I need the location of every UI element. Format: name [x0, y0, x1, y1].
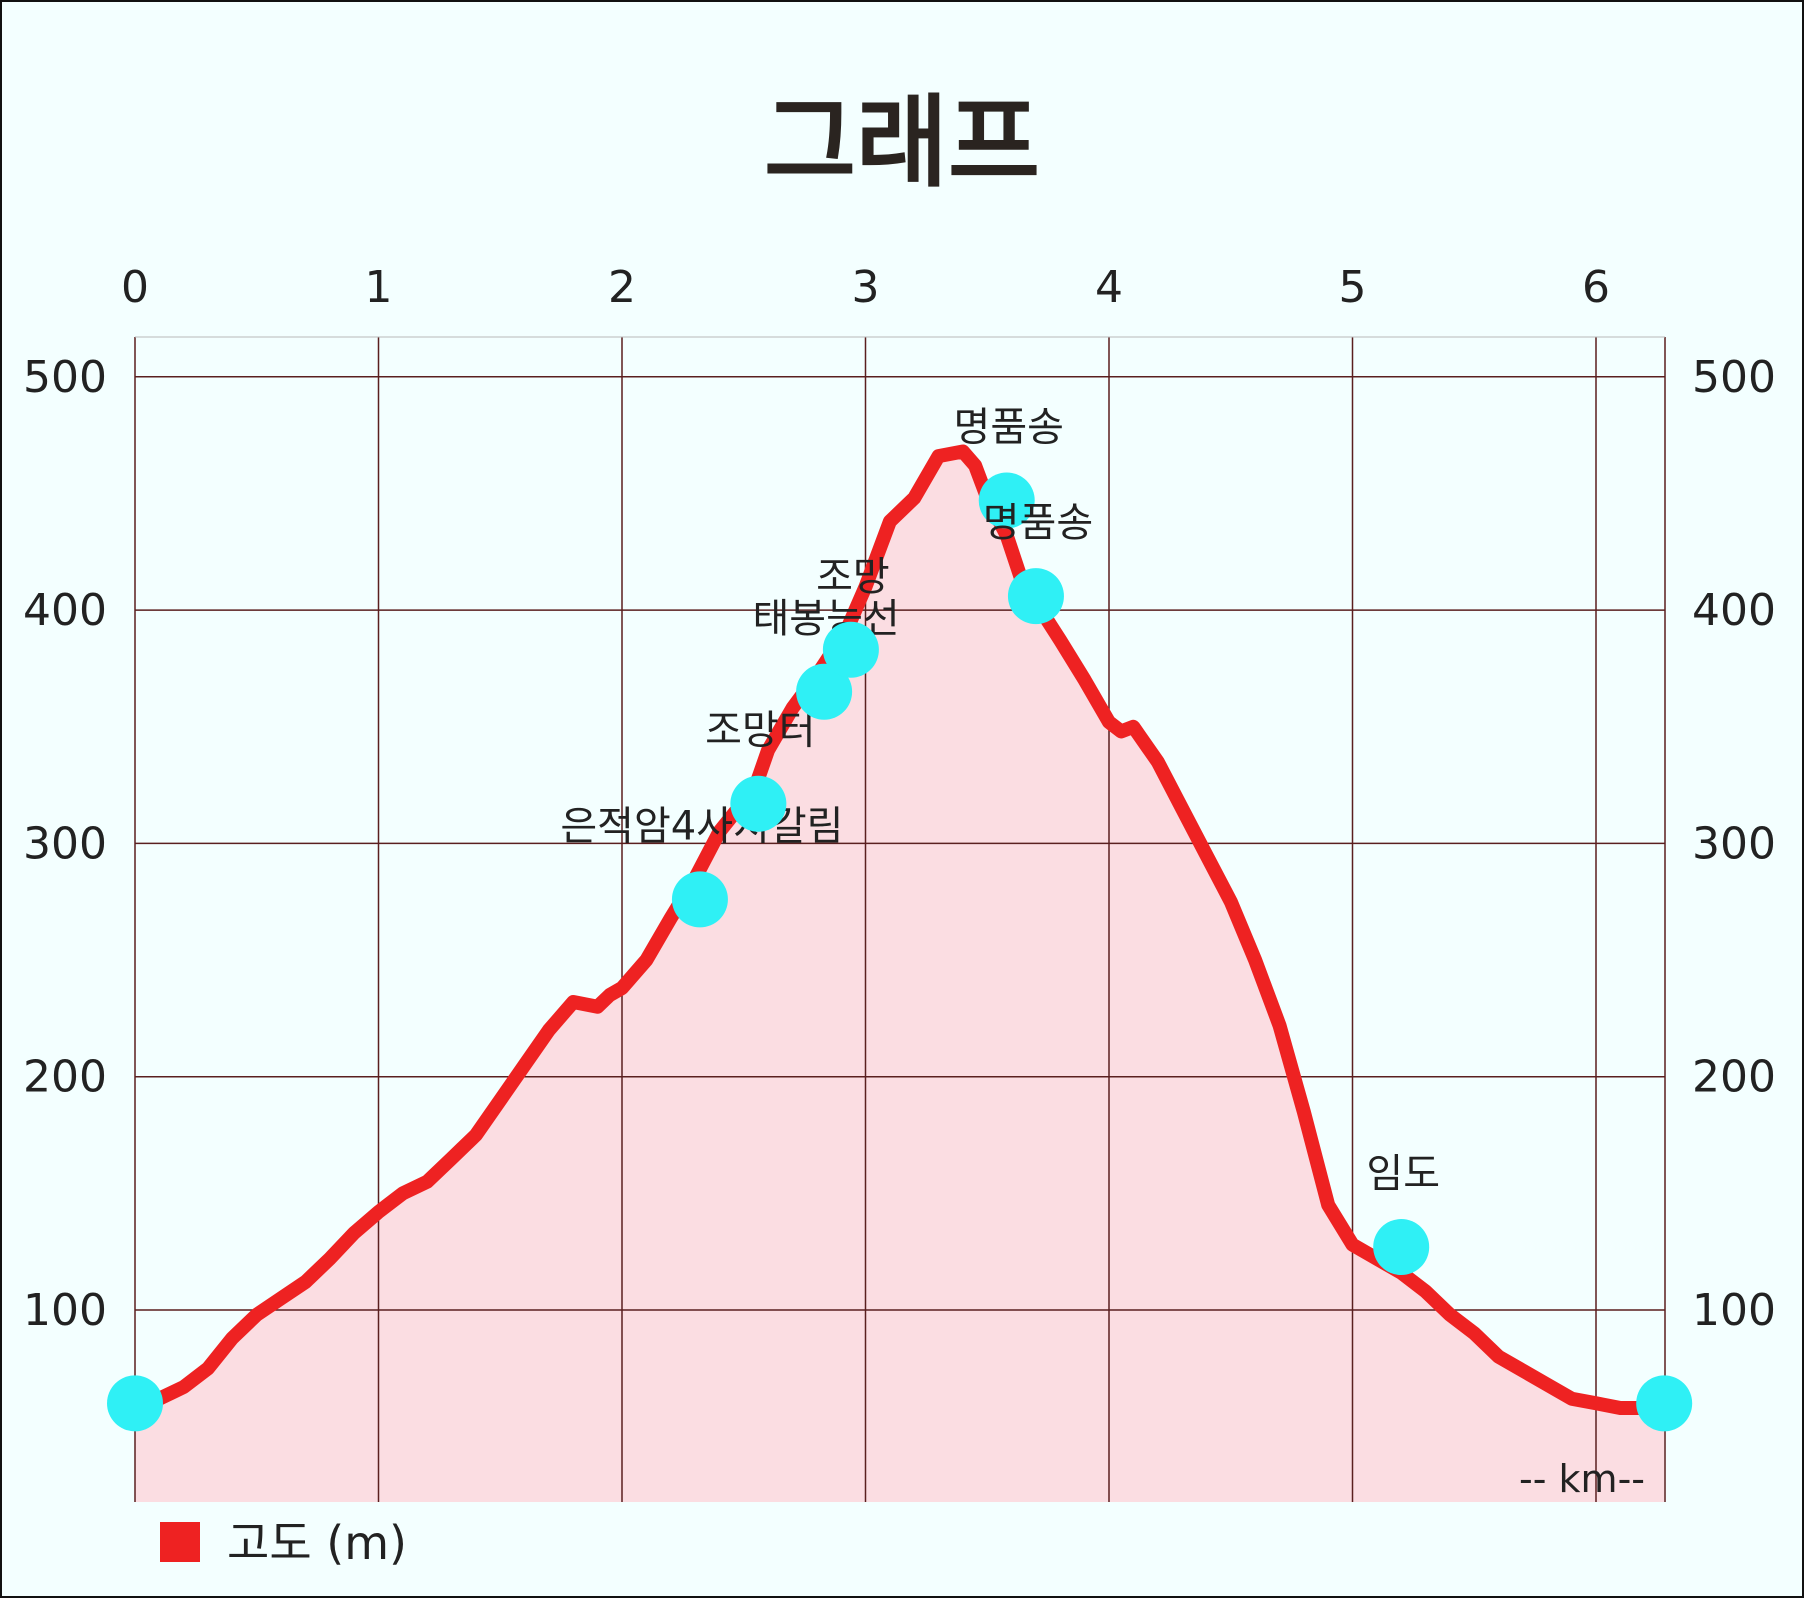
y-tick-label-left: 200 [23, 1052, 107, 1103]
x-tick-label: 1 [365, 262, 393, 313]
legend-label: 고도 (m) [227, 1516, 407, 1570]
waypoint-marker [822, 621, 879, 678]
y-tick-label-left: 100 [23, 1285, 107, 1336]
chart-title: 그래프 [764, 84, 1040, 201]
y-tick-label-right: 300 [1692, 818, 1776, 869]
x-tick-label: 5 [1339, 262, 1367, 313]
waypoint-marker [978, 472, 1035, 529]
x-tick-label: 6 [1582, 262, 1610, 313]
y-tick-label-right: 200 [1692, 1052, 1776, 1103]
waypoint-label: 명품송 [954, 404, 1064, 450]
legend: 고도 (m) [160, 1516, 407, 1570]
y-tick-label-left: 500 [23, 352, 107, 403]
y-tick-label-right: 500 [1692, 352, 1776, 403]
y-tick-label-left: 300 [23, 818, 107, 869]
legend-swatch [160, 1522, 200, 1562]
y-tick-label-right: 100 [1692, 1285, 1776, 1336]
waypoint-label: 조망 [816, 554, 890, 600]
title-band [2, 2, 1802, 257]
waypoint-marker [107, 1375, 163, 1432]
waypoint-label: 은적암4사지갈림 [560, 803, 843, 849]
waypoint-label: 명품송 [983, 500, 1093, 546]
waypoint-marker [1636, 1375, 1693, 1432]
waypoint-marker [1373, 1219, 1430, 1276]
waypoint-marker [796, 663, 853, 720]
x-unit-label: -- km-- [1519, 1457, 1645, 1501]
x-tick-label: 4 [1095, 262, 1123, 313]
x-tick-label: 0 [121, 262, 149, 313]
x-tick-label: 3 [852, 262, 880, 313]
plot-area: 0 1 2 3 4 5 6 100 100 200 200 300 300 400 400 500 500 은적암… [23, 262, 1776, 1502]
waypoint-marker [671, 871, 728, 928]
elevation-area [135, 451, 1665, 1502]
waypoint-marker [730, 775, 787, 832]
x-tick-label: 2 [608, 262, 636, 313]
waypoint-label: 임도 [1366, 1151, 1440, 1197]
waypoint-label: 태봉능선 [753, 596, 900, 642]
waypoint-label: 조망터 [705, 708, 815, 754]
y-tick-label-left: 400 [23, 585, 107, 636]
y-tick-label-right: 400 [1692, 585, 1776, 636]
waypoint-marker [1007, 568, 1064, 625]
